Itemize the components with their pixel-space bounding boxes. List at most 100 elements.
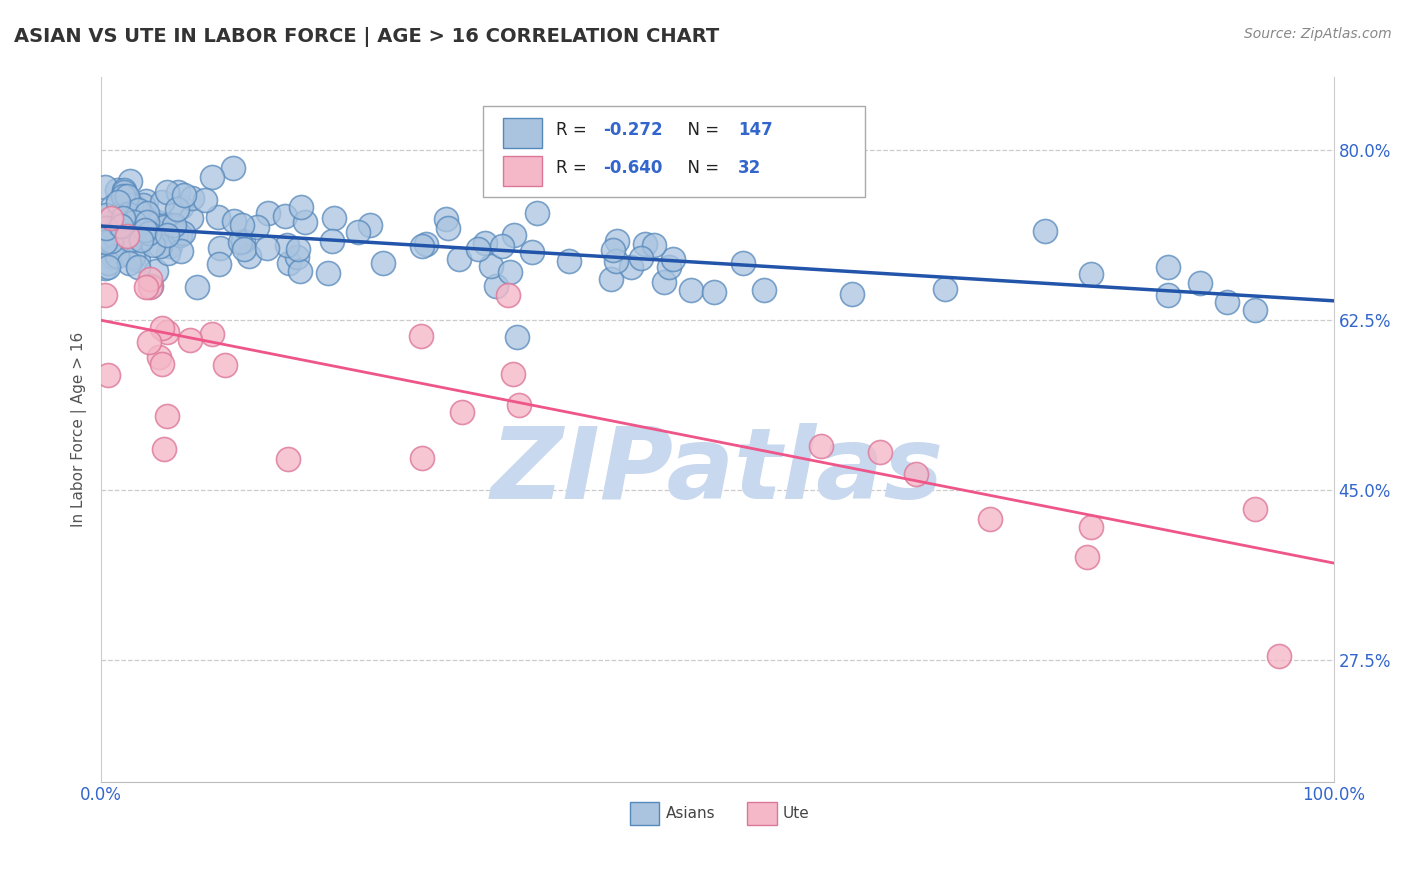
Point	[156, 227, 179, 242]
Point	[232, 235, 254, 249]
Point	[134, 223, 156, 237]
FancyBboxPatch shape	[503, 119, 543, 148]
Point	[233, 242, 256, 256]
Point	[322, 211, 344, 225]
Point	[810, 439, 832, 453]
Point	[101, 200, 124, 214]
Point	[149, 239, 172, 253]
Text: R =: R =	[555, 160, 592, 178]
FancyBboxPatch shape	[484, 105, 865, 197]
Point	[371, 256, 394, 270]
Point	[257, 206, 280, 220]
Point	[290, 201, 312, 215]
Point	[166, 185, 188, 199]
Point	[166, 202, 188, 217]
Point	[97, 260, 120, 274]
Point	[146, 215, 169, 229]
Point	[278, 256, 301, 270]
Point	[114, 243, 136, 257]
Point	[630, 251, 652, 265]
Point	[411, 239, 433, 253]
Point	[156, 326, 179, 340]
Point	[186, 280, 208, 294]
Point	[105, 183, 128, 197]
Point	[600, 272, 623, 286]
Point	[150, 357, 173, 371]
Point	[231, 218, 253, 232]
Point	[643, 238, 665, 252]
Point	[94, 243, 117, 257]
Point	[1157, 288, 1180, 302]
Point	[201, 326, 224, 341]
Point	[508, 399, 530, 413]
Point	[294, 215, 316, 229]
Point	[121, 230, 143, 244]
Point	[156, 185, 179, 199]
Point	[124, 221, 146, 235]
Point	[103, 229, 125, 244]
Point	[120, 198, 142, 212]
Point	[117, 207, 139, 221]
Point	[120, 233, 142, 247]
Point	[112, 183, 135, 197]
Point	[479, 259, 502, 273]
Text: Source: ZipAtlas.com: Source: ZipAtlas.com	[1244, 27, 1392, 41]
Point	[658, 260, 681, 274]
Point	[117, 256, 139, 270]
Point	[841, 287, 863, 301]
Point	[274, 209, 297, 223]
Point	[496, 288, 519, 302]
Point	[208, 257, 231, 271]
Text: R =: R =	[555, 121, 592, 139]
Point	[662, 252, 685, 266]
Point	[124, 227, 146, 241]
Text: 147: 147	[738, 121, 773, 139]
Point	[498, 265, 520, 279]
Point	[124, 199, 146, 213]
Text: ASIAN VS UTE IN LABOR FORCE | AGE > 16 CORRELATION CHART: ASIAN VS UTE IN LABOR FORCE | AGE > 16 C…	[14, 27, 720, 46]
Point	[94, 208, 117, 222]
Text: -0.272: -0.272	[603, 121, 662, 139]
Point	[415, 237, 437, 252]
Point	[142, 225, 165, 239]
Point	[238, 249, 260, 263]
Point	[491, 239, 513, 253]
Point	[139, 272, 162, 286]
Point	[100, 211, 122, 226]
Point	[110, 219, 132, 234]
Point	[94, 287, 117, 301]
Point	[201, 169, 224, 184]
Point	[287, 242, 309, 256]
Point	[1157, 260, 1180, 274]
Point	[105, 249, 128, 263]
Point	[152, 442, 174, 457]
Point	[122, 251, 145, 265]
Point	[117, 189, 139, 203]
Point	[94, 235, 117, 250]
Point	[134, 280, 156, 294]
Point	[228, 235, 250, 250]
Point	[132, 198, 155, 212]
Point	[180, 211, 202, 225]
Point	[165, 227, 187, 242]
Point	[112, 185, 135, 199]
Point	[316, 266, 339, 280]
Point	[526, 206, 548, 220]
Point	[558, 254, 581, 268]
Text: ZIPatlas: ZIPatlas	[491, 424, 943, 520]
Point	[112, 211, 135, 226]
Point	[94, 261, 117, 276]
Point	[207, 210, 229, 224]
Point	[434, 211, 457, 226]
Point	[450, 405, 472, 419]
Point	[101, 250, 124, 264]
Point	[139, 279, 162, 293]
Point	[159, 238, 181, 252]
Point	[277, 452, 299, 467]
Point	[112, 207, 135, 221]
Point	[179, 333, 201, 347]
Point	[163, 218, 186, 232]
Point	[150, 321, 173, 335]
Point	[276, 238, 298, 252]
Point	[138, 334, 160, 349]
